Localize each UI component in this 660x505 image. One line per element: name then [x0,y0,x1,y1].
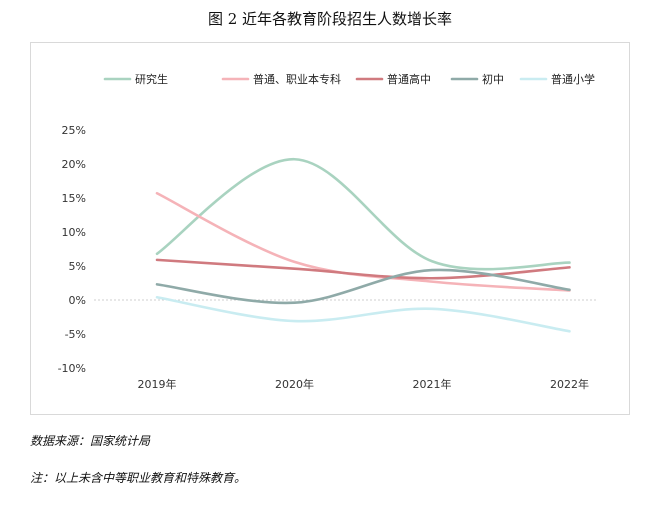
y-tick-label: 0% [69,294,86,307]
line-chart: -10% -5% 0% 5% 10% 15% 20% 25% 2019年 2020年 2021年 20… [58,72,597,391]
series-line-5 [155,295,571,333]
legend-label-5: 普通小学 [551,72,595,86]
x-tick-label: 2019年 [138,377,177,391]
y-tick-label: -5% [65,328,86,341]
series-line-1 [155,157,571,271]
x-tick-label: 2020年 [275,377,314,391]
legend-label-2: 普通、职业本专科 [253,72,341,86]
y-tick-label: 25% [62,124,86,137]
legend-label-1: 研究生 [135,72,168,86]
legend-label-4: 初中 [482,72,504,86]
x-tick-label: 2022年 [550,377,589,391]
chart-title: 图 2 近年各教育阶段招生人数增长率 [207,10,453,28]
series-line-4 [155,268,571,305]
y-tick-label: -10% [58,362,86,375]
y-tick-label: 10% [62,226,86,239]
chart-frame: -10% -5% 0% 5% 10% 15% 20% 25% 2019年 2020年 2021年 20… [30,42,630,415]
y-tick-label: 20% [62,158,86,171]
remark-note: 注：以上未含中等职业教育和特殊教育。 [30,471,247,485]
y-tick-label: 15% [62,192,86,205]
y-tick-label: 5% [69,260,86,273]
series-line-3 [155,258,571,280]
source-note: 数据来源：国家统计局 [30,434,151,448]
x-tick-label: 2021年 [413,377,452,391]
legend-label-3: 普通高中 [387,72,431,86]
